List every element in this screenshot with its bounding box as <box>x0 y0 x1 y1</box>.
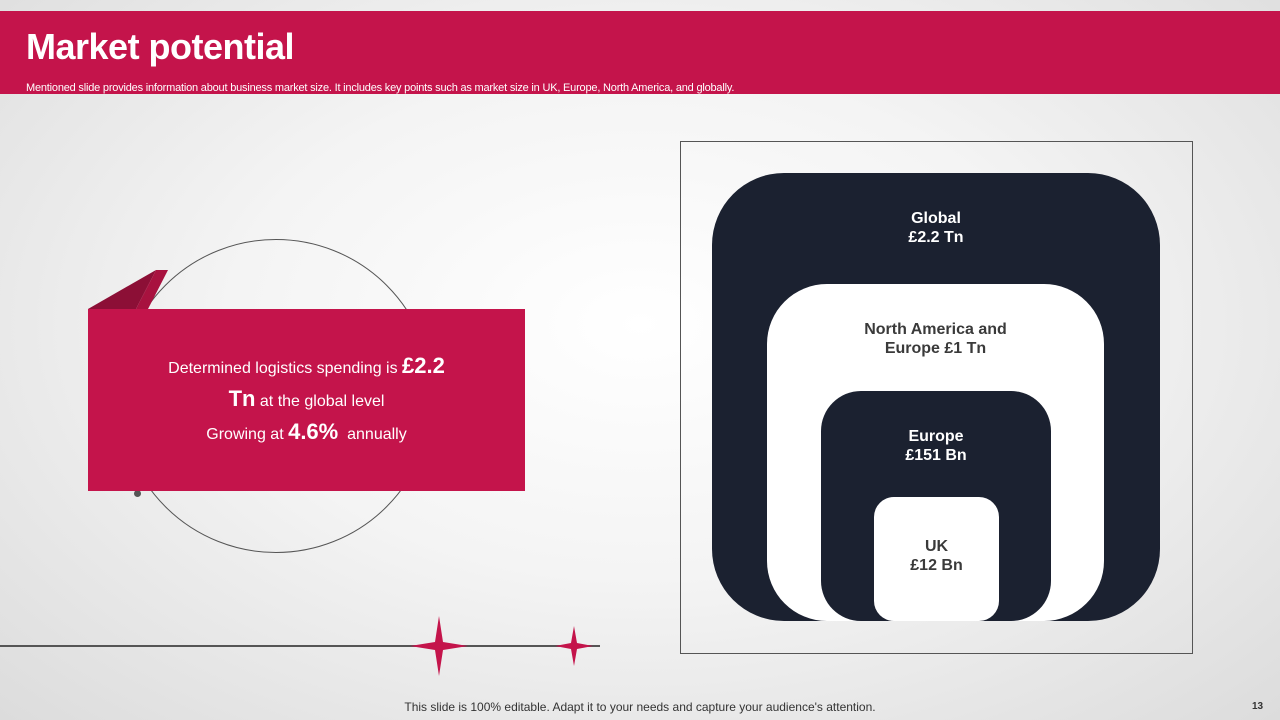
callout-text-3: Growing at <box>206 425 289 443</box>
market-frame <box>680 141 1193 654</box>
callout-text-1: Determined logistics spending is <box>168 359 403 377</box>
circle-dot <box>134 490 141 497</box>
callout-line-3: Growing at 4.6% annually <box>206 417 406 450</box>
callout-value-2: Tn <box>228 385 256 411</box>
decorative-line <box>0 645 600 647</box>
north-america-europe-name: North America and <box>864 321 1007 338</box>
callout-text-2: at the global level <box>255 392 385 410</box>
callout-value-3: 4.6% <box>288 418 339 444</box>
sparkle-star-small-icon <box>555 626 593 666</box>
header-bar: Market potential Mentioned slide provide… <box>0 11 1280 94</box>
callout-line-2: Tn at the global level <box>229 384 385 417</box>
callout-box: Determined logistics spending is £2.2 Tn… <box>88 309 525 491</box>
ribbon-fold-icon <box>88 270 168 309</box>
europe-market-value: £151 Bn <box>905 447 967 464</box>
uk-market-value: £12 Bn <box>910 557 963 574</box>
uk-market-box: UK £12 Bn <box>874 497 999 621</box>
global-market-value: £2.2 Tn <box>908 229 964 246</box>
europe-market-name: Europe <box>908 428 964 445</box>
global-market-name: Global <box>911 210 961 227</box>
slide-subtitle: Mentioned slide provides information abo… <box>26 82 735 94</box>
callout-line-1: Determined logistics spending is £2.2 <box>168 351 445 384</box>
slide-title: Market potential <box>26 26 295 67</box>
sparkle-star-large-icon <box>410 616 468 676</box>
callout-suffix-3: annually <box>338 425 407 443</box>
uk-market-name: UK <box>924 538 949 555</box>
footer-note: This slide is 100% editable. Adapt it to… <box>404 700 876 714</box>
page-number: 13 <box>1252 701 1264 712</box>
callout-value-1: £2.2 <box>402 352 445 378</box>
north-america-europe-value: Europe £1 Tn <box>884 340 987 357</box>
